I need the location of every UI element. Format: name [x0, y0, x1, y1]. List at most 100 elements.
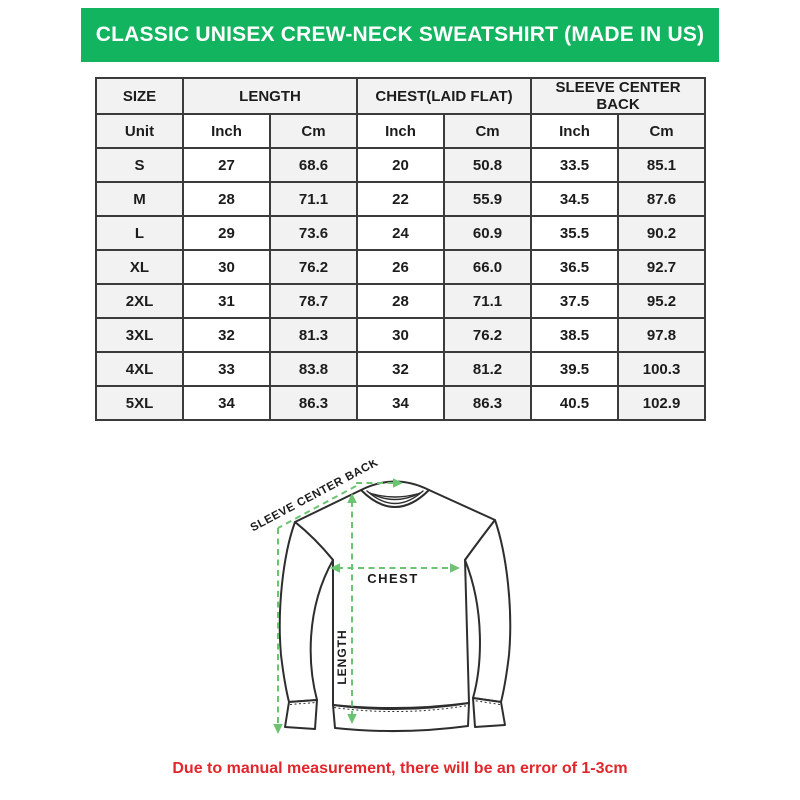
value-cell: 73.6 — [268, 215, 359, 251]
value-cell: 32 — [182, 317, 271, 353]
header-length: LENGTH — [181, 77, 359, 115]
value-cell: 39.5 — [530, 351, 620, 387]
value-cell: 97.8 — [617, 317, 707, 353]
unit-cell: Unit — [95, 113, 184, 149]
collar-rib-line — [366, 490, 424, 505]
size-chart-table: SIZE LENGTH CHEST(LAID FLAT) SLEEVE CENT… — [95, 77, 707, 421]
chest-arrowhead-left-icon — [330, 563, 340, 573]
value-cell: 83.8 — [268, 351, 359, 387]
size-cell: M — [95, 181, 184, 217]
length-arrowhead-up-icon — [347, 493, 357, 503]
unit-cell: Cm — [443, 113, 533, 149]
value-cell: 34 — [356, 385, 446, 421]
sweatshirt-diagram: SLEEVE CENTER BACK CHEST LENGTH — [243, 460, 563, 760]
value-cell: 22 — [356, 181, 446, 217]
size-cell: S — [95, 147, 184, 183]
size-cell: 3XL — [95, 317, 184, 353]
value-cell: 40.5 — [530, 385, 620, 421]
table-row: 4XL 33 83.8 32 81.2 39.5 100.3 — [95, 351, 707, 387]
unit-cell: Cm — [268, 113, 359, 149]
chest-arrowhead-right-icon — [450, 563, 460, 573]
collar-rib-line — [372, 493, 418, 498]
table-row: S 27 68.6 20 50.8 33.5 85.1 — [95, 147, 707, 183]
sleeve-arrowhead-right-icon — [393, 478, 403, 488]
unit-cell: Inch — [182, 113, 271, 149]
size-cell: 5XL — [95, 385, 184, 421]
unit-cell: Cm — [617, 113, 707, 149]
sweatshirt-waistband — [332, 702, 470, 733]
value-cell: 76.2 — [268, 249, 359, 285]
page-title: CLASSIC UNISEX CREW-NECK SWEATSHIRT (MAD… — [95, 23, 705, 46]
unit-cell: Inch — [356, 113, 446, 149]
value-cell: 66.0 — [443, 249, 533, 285]
value-cell: 90.2 — [617, 215, 707, 251]
value-cell: 81.2 — [443, 351, 533, 387]
size-chart-banner: CLASSIC UNISEX CREW-NECK SWEATSHIRT (MAD… — [81, 8, 719, 62]
value-cell: 71.1 — [443, 283, 533, 319]
value-cell: 78.7 — [268, 283, 359, 319]
value-cell: 28 — [182, 181, 271, 217]
value-cell: 95.2 — [617, 283, 707, 319]
value-cell: 68.6 — [268, 147, 359, 183]
header-size: SIZE — [95, 77, 184, 115]
value-cell: 86.3 — [268, 385, 359, 421]
sleeve-measure-line-diagonal — [277, 485, 357, 529]
sweatshirt-body — [294, 489, 496, 710]
sweatshirt-left-cuff — [284, 699, 318, 730]
value-cell: 29 — [182, 215, 271, 251]
value-cell: 60.9 — [443, 215, 533, 251]
value-cell: 55.9 — [443, 181, 533, 217]
value-cell: 81.3 — [268, 317, 359, 353]
length-label: LENGTH — [335, 629, 349, 684]
sweatshirt-right-cuff — [472, 697, 506, 728]
value-cell: 28 — [356, 283, 446, 319]
unit-cell: Inch — [530, 113, 620, 149]
value-cell: 35.5 — [530, 215, 620, 251]
value-cell: 30 — [182, 249, 271, 285]
length-arrowhead-down-icon — [347, 714, 357, 724]
sweatshirt-drawing: SLEEVE CENTER BACK CHEST LENGTH — [249, 460, 512, 734]
size-cell: 2XL — [95, 283, 184, 319]
size-cell: L — [95, 215, 184, 251]
header-chest: CHEST(LAID FLAT) — [356, 77, 533, 115]
waistband-stitch-line — [333, 705, 469, 713]
value-cell: 32 — [356, 351, 446, 387]
value-cell: 33.5 — [530, 147, 620, 183]
table-group-header-row: SIZE LENGTH CHEST(LAID FLAT) SLEEVE CENT… — [95, 77, 707, 115]
value-cell: 31 — [182, 283, 271, 319]
measurement-note: Due to manual measurement, there will be… — [172, 760, 628, 777]
value-cell: 36.5 — [530, 249, 620, 285]
value-cell: 26 — [356, 249, 446, 285]
value-cell: 27 — [182, 147, 271, 183]
size-cell: 4XL — [95, 351, 184, 387]
value-cell: 37.5 — [530, 283, 620, 319]
table-row: 2XL 31 78.7 28 71.1 37.5 95.2 — [95, 283, 707, 319]
value-cell: 50.8 — [443, 147, 533, 183]
value-cell: 38.5 — [530, 317, 620, 353]
chest-label: CHEST — [367, 571, 419, 586]
value-cell: 24 — [356, 215, 446, 251]
value-cell: 71.1 — [268, 181, 359, 217]
value-cell: 76.2 — [443, 317, 533, 353]
value-cell: 92.7 — [617, 249, 707, 285]
value-cell: 100.3 — [617, 351, 707, 387]
size-cell: XL — [95, 249, 184, 285]
value-cell: 87.6 — [617, 181, 707, 217]
value-cell: 34 — [182, 385, 271, 421]
table-row: 5XL 34 86.3 34 86.3 40.5 102.9 — [95, 385, 707, 421]
value-cell: 102.9 — [617, 385, 707, 421]
value-cell: 86.3 — [443, 385, 533, 421]
sleeve-arrowhead-down-icon — [273, 724, 283, 734]
table-row: M 28 71.1 22 55.9 34.5 87.6 — [95, 181, 707, 217]
value-cell: 85.1 — [617, 147, 707, 183]
table-unit-row: Unit Inch Cm Inch Cm Inch Cm — [95, 113, 707, 149]
table-row: XL 30 76.2 26 66.0 36.5 92.7 — [95, 249, 707, 285]
value-cell: 34.5 — [530, 181, 620, 217]
header-sleeve: SLEEVE CENTER BACK — [530, 77, 707, 115]
value-cell: 20 — [356, 147, 446, 183]
value-cell: 33 — [182, 351, 271, 387]
table-row: L 29 73.6 24 60.9 35.5 90.2 — [95, 215, 707, 251]
value-cell: 30 — [356, 317, 446, 353]
table-row: 3XL 32 81.3 30 76.2 38.5 97.8 — [95, 317, 707, 353]
